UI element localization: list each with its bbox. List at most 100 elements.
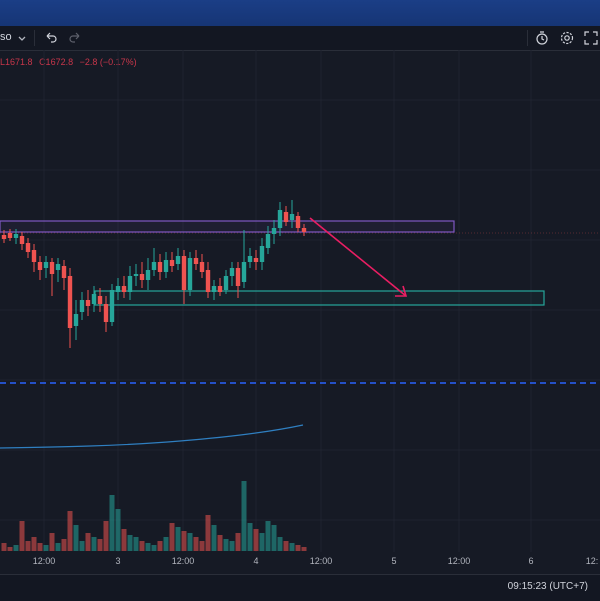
candle-body xyxy=(67,276,73,328)
time-tick: 5 xyxy=(391,556,397,566)
volume-bar xyxy=(247,523,253,551)
toolbar-divider xyxy=(527,30,528,46)
candle-body xyxy=(103,304,109,322)
volume-bar xyxy=(163,537,169,551)
time-tick: 12:00 xyxy=(309,556,333,566)
volume-bar xyxy=(145,543,151,551)
candle-body xyxy=(241,262,247,282)
gear-icon[interactable] xyxy=(558,29,576,47)
volume-bar xyxy=(121,529,127,551)
candle-body xyxy=(295,216,301,228)
candle-body xyxy=(7,233,13,238)
candle-body xyxy=(181,256,187,290)
volume-bar xyxy=(19,521,25,551)
symbol-label[interactable]: so xyxy=(0,31,12,43)
volume-bar xyxy=(73,525,79,551)
candle-body xyxy=(73,314,79,326)
volume-bar xyxy=(139,541,145,551)
volume-bar xyxy=(133,537,139,551)
chevron-down-icon[interactable] xyxy=(13,29,31,47)
time-tick: 4 xyxy=(253,556,259,566)
candle-body xyxy=(151,262,157,270)
candle-body xyxy=(229,268,235,276)
candle-body xyxy=(211,286,217,292)
volume-bar xyxy=(199,541,205,551)
volume-bar xyxy=(103,521,109,551)
candle-body xyxy=(79,300,85,312)
support-zone-rectangle[interactable] xyxy=(94,290,545,306)
volume-bar xyxy=(97,539,103,551)
candle-body xyxy=(1,235,7,239)
volume-bar xyxy=(1,543,7,551)
volume-bar xyxy=(31,537,37,551)
volume-bar xyxy=(241,481,247,551)
redo-icon[interactable] xyxy=(66,29,84,47)
candle-body xyxy=(25,243,31,252)
candle-body xyxy=(13,234,19,238)
volume-bar xyxy=(127,535,133,551)
candle-body xyxy=(289,214,295,220)
volume-bar xyxy=(43,545,49,551)
moving-average-line xyxy=(0,424,304,449)
price-chart[interactable] xyxy=(0,50,600,552)
time-axis: 12:00 3 12:00 4 12:00 5 12:00 6 12: xyxy=(0,552,600,570)
volume-bar xyxy=(91,537,97,551)
volume-bar xyxy=(265,521,271,551)
candlesticks xyxy=(1,200,307,348)
candle-body xyxy=(235,268,241,286)
volume-bars xyxy=(1,481,307,551)
volume-bar xyxy=(79,541,85,551)
undo-icon[interactable] xyxy=(42,29,60,47)
candle-body xyxy=(193,258,199,264)
volume-bar xyxy=(49,533,55,551)
candle-body xyxy=(265,234,271,248)
volume-bar xyxy=(295,545,301,551)
ohlc-low: L1671.8 xyxy=(0,57,33,67)
chart-toolbar: so xyxy=(0,26,600,51)
candle-body xyxy=(49,262,55,274)
volume-bar xyxy=(193,537,199,551)
volume-bar xyxy=(187,533,193,551)
volume-bar xyxy=(37,543,43,551)
ohlc-legend: L1671.8 C1672.8 −2.8 (−0.17%) xyxy=(0,57,141,67)
candle-body xyxy=(43,262,49,268)
volume-bar xyxy=(169,523,175,551)
candle-body xyxy=(157,262,163,272)
timer-icon[interactable] xyxy=(533,29,551,47)
volume-bar xyxy=(151,545,157,551)
volume-bar xyxy=(13,545,19,551)
candle-body xyxy=(175,256,181,264)
candle-body xyxy=(253,258,259,262)
volume-bar xyxy=(115,509,121,551)
candle-body xyxy=(169,260,175,266)
trend-arrow[interactable] xyxy=(309,217,408,297)
candle-body xyxy=(55,264,61,270)
time-tick: 12:00 xyxy=(171,556,195,566)
volume-bar xyxy=(7,547,13,551)
ohlc-close: C1672.8 xyxy=(39,57,74,67)
volume-bar xyxy=(181,531,187,551)
volume-bar xyxy=(217,535,223,551)
volume-bar xyxy=(25,541,31,551)
candle-body xyxy=(283,212,289,222)
fullscreen-icon[interactable] xyxy=(582,29,600,47)
volume-bar xyxy=(289,543,295,551)
volume-bar xyxy=(223,539,229,551)
candle-body xyxy=(85,300,91,306)
candle-body xyxy=(139,274,145,280)
candle-body xyxy=(259,246,265,262)
candle-body xyxy=(223,276,229,290)
volume-bar xyxy=(259,533,265,551)
browser-top-bar xyxy=(0,0,600,26)
volume-bar xyxy=(271,525,277,551)
candle-body xyxy=(187,258,193,290)
resistance-zone-rectangle[interactable] xyxy=(0,220,455,233)
volume-bar xyxy=(229,541,235,551)
volume-bar xyxy=(301,547,307,551)
volume-bar xyxy=(205,515,211,551)
candle-body xyxy=(277,210,283,228)
clock-label[interactable]: 09:15:23 (UTC+7) xyxy=(507,581,588,592)
time-tick: 6 xyxy=(528,556,534,566)
candle-body xyxy=(109,290,115,322)
toolbar-divider xyxy=(34,30,35,46)
